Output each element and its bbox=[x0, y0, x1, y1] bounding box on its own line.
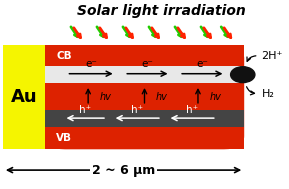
Bar bbox=[45, 45, 59, 149]
Text: Au: Au bbox=[10, 88, 37, 106]
Text: 2H⁺: 2H⁺ bbox=[262, 51, 283, 61]
Text: VB: VB bbox=[56, 133, 72, 143]
Text: H₂: H₂ bbox=[262, 89, 275, 98]
Text: h⁺: h⁺ bbox=[186, 105, 198, 115]
Bar bbox=[45, 83, 244, 110]
Bar bbox=[45, 45, 244, 66]
Text: CB: CB bbox=[56, 51, 72, 61]
Text: e⁻: e⁻ bbox=[85, 59, 97, 69]
Text: hv: hv bbox=[100, 92, 112, 102]
Text: h⁺: h⁺ bbox=[131, 105, 143, 115]
Text: hv: hv bbox=[156, 92, 168, 102]
Text: Solar light irradiation: Solar light irradiation bbox=[77, 4, 246, 18]
Circle shape bbox=[231, 67, 255, 83]
Bar bbox=[45, 66, 244, 83]
FancyBboxPatch shape bbox=[45, 45, 244, 149]
Bar bbox=[45, 127, 244, 149]
Text: e⁻: e⁻ bbox=[196, 59, 208, 69]
Text: h⁺: h⁺ bbox=[79, 105, 91, 115]
Bar bbox=[3, 45, 45, 149]
Text: hv: hv bbox=[210, 92, 221, 102]
Text: 2 ~ 6 μm: 2 ~ 6 μm bbox=[92, 164, 155, 177]
Bar bbox=[45, 110, 244, 127]
Text: e⁻: e⁻ bbox=[141, 59, 153, 69]
